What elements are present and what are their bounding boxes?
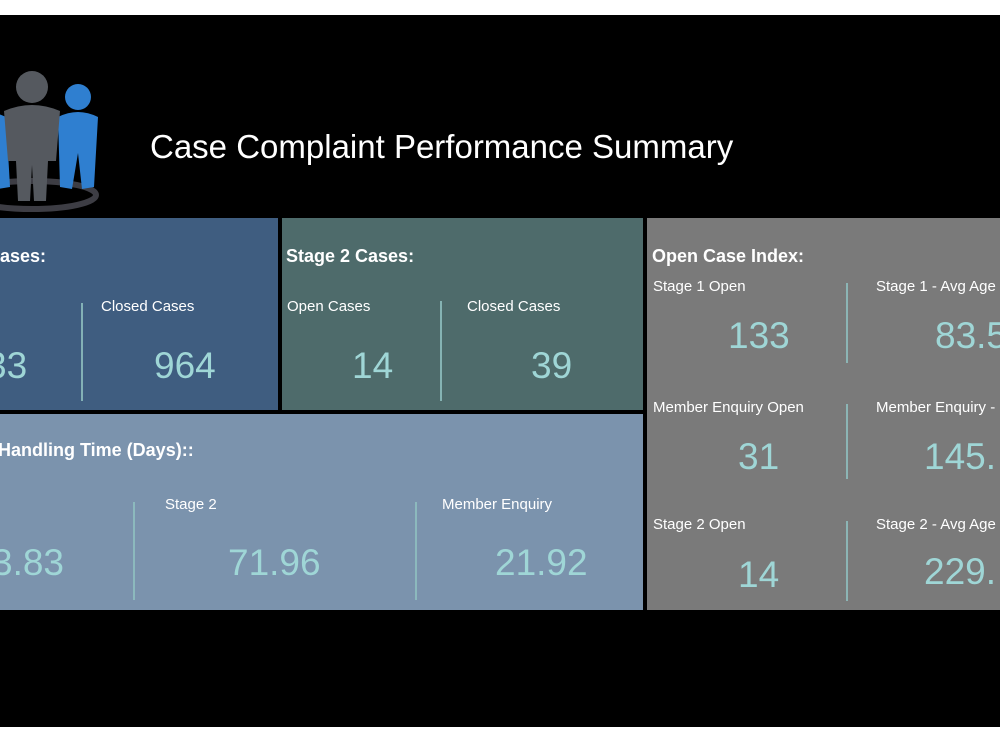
- index-stage2-open-label: Stage 2 Open: [653, 516, 746, 533]
- stage1-closed-value: 964: [154, 345, 216, 386]
- index-member-open-value: 31: [738, 436, 780, 477]
- index-panel-title: Open Case Index:: [652, 246, 805, 266]
- index-stage1-age-label: Stage 1 - Avg Age: [876, 278, 996, 295]
- stage2-closed-value: 39: [531, 345, 573, 386]
- handling-time-panel: Handling Time (Days):: 3.83 Stage 2 71.9…: [0, 414, 643, 610]
- index-stage2-age-value: 229.: [924, 551, 997, 592]
- index-stage1-age-value: 83.5: [935, 315, 1000, 356]
- handling-divider-1: [133, 502, 135, 600]
- handling-member-value: 21.92: [495, 542, 588, 583]
- index-stage1-open-label: Stage 1 Open: [653, 278, 746, 295]
- handling-divider-2: [415, 502, 417, 600]
- index-member-age-label: Member Enquiry -: [876, 399, 996, 416]
- stage2-panel-title: Stage 2 Cases:: [286, 246, 415, 266]
- handling-stage2-value: 71.96: [228, 542, 321, 583]
- stage1-open-value: 33: [0, 345, 28, 386]
- index-divider-3: [846, 521, 848, 601]
- stage1-cases-panel: ases: Closed Cases 33 964: [0, 218, 278, 410]
- stage2-open-value: 14: [352, 345, 394, 386]
- open-case-index-panel: Open Case Index: Stage 1 Open Stage 1 - …: [647, 218, 1000, 610]
- index-member-age-value: 145.: [924, 436, 997, 477]
- index-divider-2: [846, 404, 848, 479]
- people-group-icon: [0, 71, 99, 212]
- index-stage1-open-value: 133: [728, 315, 790, 356]
- dashboard-slide: Case Complaint Performance Summary ases:…: [0, 15, 1000, 727]
- stage1-panel-title: ases:: [0, 246, 47, 266]
- bottom-margin: [0, 727, 1000, 750]
- stage1-divider: [81, 303, 83, 401]
- handling-stage1-value: 3.83: [0, 542, 65, 583]
- handling-stage2-label: Stage 2: [165, 496, 217, 513]
- stage2-closed-label: Closed Cases: [467, 298, 561, 315]
- handling-panel-title: Handling Time (Days)::: [0, 440, 194, 460]
- page-title: Case Complaint Performance Summary: [150, 128, 734, 165]
- index-divider-1: [846, 283, 848, 363]
- stage2-divider: [440, 301, 442, 401]
- stage2-cases-panel: Stage 2 Cases: Open Cases Closed Cases 1…: [282, 218, 643, 410]
- index-member-open-label: Member Enquiry Open: [653, 399, 804, 416]
- stage1-closed-label: Closed Cases: [101, 298, 195, 315]
- handling-member-label: Member Enquiry: [442, 496, 553, 513]
- index-stage2-age-label: Stage 2 - Avg Age: [876, 516, 996, 533]
- stage2-open-label: Open Cases: [287, 298, 371, 315]
- index-stage2-open-value: 14: [738, 554, 780, 595]
